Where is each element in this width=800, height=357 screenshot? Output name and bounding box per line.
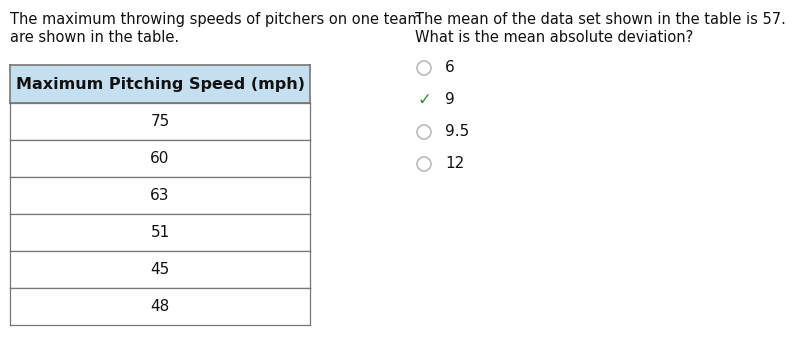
Text: 9: 9 — [445, 92, 454, 107]
Text: 12: 12 — [445, 156, 464, 171]
Text: Maximum Pitching Speed (mph): Maximum Pitching Speed (mph) — [15, 76, 305, 91]
Text: 60: 60 — [150, 151, 170, 166]
Text: What is the mean absolute deviation?: What is the mean absolute deviation? — [415, 30, 694, 45]
Text: 75: 75 — [150, 114, 170, 129]
Text: 51: 51 — [150, 225, 170, 240]
Text: 6: 6 — [445, 60, 454, 75]
Text: ✓: ✓ — [417, 91, 431, 109]
Text: The maximum throwing speeds of pitchers on one team: The maximum throwing speeds of pitchers … — [10, 12, 422, 27]
Text: 9.5: 9.5 — [445, 125, 470, 140]
Text: 48: 48 — [150, 299, 170, 314]
Text: are shown in the table.: are shown in the table. — [10, 30, 179, 45]
Text: The mean of the data set shown in the table is 57.: The mean of the data set shown in the ta… — [415, 12, 786, 27]
Text: 45: 45 — [150, 262, 170, 277]
Text: 63: 63 — [150, 188, 170, 203]
